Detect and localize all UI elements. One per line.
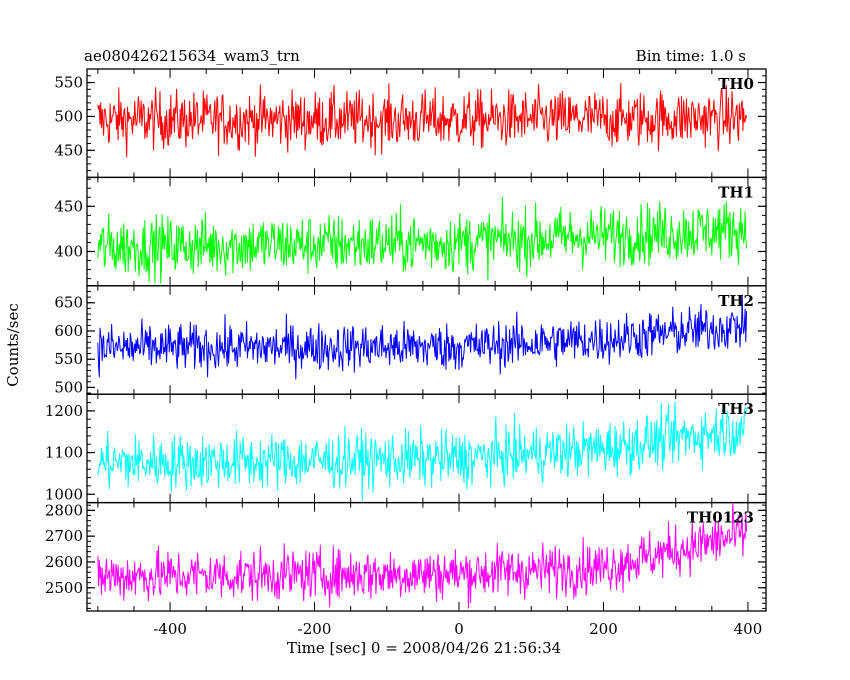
panel-th1: 400 450 TH1 xyxy=(54,176,767,287)
y-tick-label: 500 xyxy=(54,107,83,125)
x-axis-label: Time [sec] 0 = 2008/04/26 21:56:34 xyxy=(287,639,561,657)
panel-label-th1: TH1 xyxy=(718,183,754,201)
series-line-th2 xyxy=(97,294,747,380)
x-tick-label: -400 xyxy=(153,620,187,638)
series-line-th0 xyxy=(97,82,747,158)
x-tick-label: -200 xyxy=(298,620,332,638)
y-tick-label: 2500 xyxy=(45,579,83,597)
y-tick-label: 450 xyxy=(54,141,83,159)
x-axis: -400 -200 0 200 400 xyxy=(153,620,762,638)
x-tick-label: 0 xyxy=(454,620,464,638)
y-tick-label: 1000 xyxy=(45,485,83,503)
panel-label-th0123: TH0123 xyxy=(687,509,754,527)
panel-label-th3: TH3 xyxy=(718,400,754,418)
y-tick-label: 550 xyxy=(54,350,83,368)
panel-th3: 1000 1100 1200 TH3 xyxy=(45,393,767,503)
series-line-th0123 xyxy=(97,502,747,609)
y-tick-label: 2700 xyxy=(45,527,83,545)
x-tick-label: 200 xyxy=(589,620,618,638)
panel-label-th0: TH0 xyxy=(718,75,754,93)
y-tick-label: 600 xyxy=(54,322,83,340)
figure-title: ae080426215634_wam3_trn xyxy=(84,47,300,65)
series-line-th1 xyxy=(97,196,747,284)
panel-th0123: 2500 2600 2700 2800 TH0123 xyxy=(45,501,767,612)
y-tick-label: 1200 xyxy=(45,402,83,420)
bin-time-label: Bin time: 1.0 s xyxy=(636,47,746,65)
panel-label-th2: TH2 xyxy=(718,292,754,310)
panel-frame xyxy=(86,501,767,612)
y-tick-label: 1100 xyxy=(45,444,83,462)
y-axis-label: Counts/sec xyxy=(4,303,22,387)
y-tick-label: 2800 xyxy=(45,501,83,519)
panels-group: 450 500 550 TH0 400 450 TH1 500 550 600 650 TH2 1000… xyxy=(45,68,767,612)
y-tick-label: 400 xyxy=(54,242,83,260)
y-tick-label: 550 xyxy=(54,74,83,92)
panel-th0: 450 500 550 TH0 xyxy=(54,68,767,179)
y-tick-label: 2600 xyxy=(45,553,83,571)
y-tick-label: 500 xyxy=(54,378,83,396)
y-tick-label: 450 xyxy=(54,197,83,215)
x-tick-label: 400 xyxy=(734,620,763,638)
series-line-th3 xyxy=(97,401,747,502)
panel-th2: 500 550 600 650 TH2 xyxy=(54,285,767,396)
y-tick-label: 650 xyxy=(54,294,83,312)
